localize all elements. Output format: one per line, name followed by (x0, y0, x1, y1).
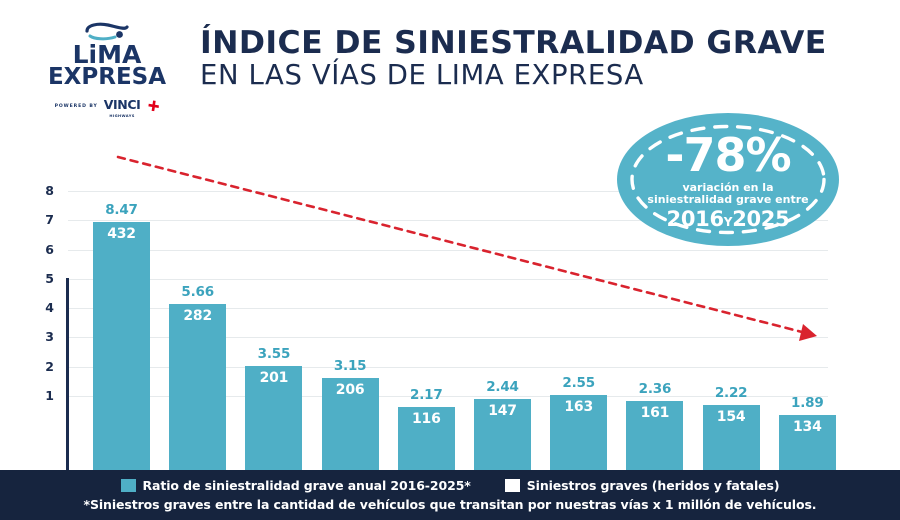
badge-year-to: 2025 (732, 207, 790, 232)
bar-count-label: 154 (716, 409, 746, 426)
title-sub: EN LAS VÍAS DE LIMA EXPRESA (200, 58, 644, 91)
badge-years: 2016Y2025 (667, 207, 790, 231)
bar[interactable] (397, 406, 455, 470)
bar-group[interactable]: 2.441472021 (474, 150, 531, 497)
bar[interactable] (474, 398, 531, 470)
header: LiMA EXPRESA POWERED BY VINCI HIGHWAYS Í… (0, 0, 900, 118)
badge-percent: -78% (665, 127, 791, 182)
bar[interactable] (169, 304, 227, 470)
bar[interactable] (778, 414, 836, 470)
bar-ratio-label: 1.89 (791, 394, 824, 411)
gridline (68, 366, 828, 368)
bar-count-label: 206 (335, 381, 365, 398)
legend-swatch-teal (120, 479, 136, 492)
footer: Ratio de siniestralidad grave anual 2016… (0, 470, 900, 520)
page-title: ÍNDICE DE SINIESTRALIDAD GRAVE EN LAS VÍ… (200, 27, 870, 90)
gridline (68, 395, 828, 397)
y-axis-tick-label: 8 (45, 183, 54, 198)
bar-ratio-label: 8.47 (105, 202, 138, 219)
vinci-wordmark: VINCI HIGHWAYS (104, 96, 141, 118)
title-main: ÍNDICE DE SINIESTRALIDAD GRAVE (200, 25, 827, 61)
bar-count-label: 116 (411, 410, 441, 427)
bar-ratio-label: 2.22 (714, 385, 748, 402)
legend: Ratio de siniestralidad grave anual 2016… (120, 478, 780, 493)
bar-group[interactable]: 2.551632022 (550, 150, 608, 497)
vinci-label: VINCI (103, 96, 141, 112)
bar-count-label: 161 (640, 404, 670, 421)
logo-brand-line2: EXPRESA (47, 63, 167, 90)
vinci-sub-label: HIGHWAYS (109, 113, 135, 118)
bar-ratio-label: 3.55 (257, 346, 291, 363)
y-axis-line (66, 278, 69, 520)
legend-item: Ratio de siniestralidad grave anual 2016… (120, 478, 471, 493)
y-axis-tick-label: 1 (45, 387, 54, 403)
bar-group[interactable]: 2.171162020 (397, 150, 455, 497)
variation-badge: -78% variación en la siniestralidad grav… (617, 113, 839, 246)
badge-year-from: 2016 (666, 207, 725, 232)
bar-group[interactable]: 5.662822017 (169, 150, 227, 497)
bar-count-label: 163 (564, 399, 593, 416)
lima-expresa-logo: LiMA EXPRESA POWERED BY VINCI HIGHWAYS (32, 22, 182, 118)
vinci-cross-icon (146, 100, 160, 113)
legend-label: Ratio de siniestralidad grave anual 2016… (142, 478, 471, 493)
y-axis-tick-label: 7 (45, 212, 54, 228)
bar-group[interactable]: 3.552012018 (245, 150, 303, 497)
y-axis-tick-label: 3 (45, 329, 54, 345)
y-axis-tick-label: 4 (45, 300, 54, 315)
bar-ratio-label: 2.55 (562, 375, 595, 392)
logo-brand-line1: LiMA (72, 40, 142, 69)
bar[interactable] (626, 400, 684, 470)
powered-by-label: POWERED BY (54, 104, 98, 110)
bar[interactable] (321, 377, 379, 470)
badge-dashed-border (630, 124, 826, 235)
lima-expresa-mark-icon (84, 22, 130, 42)
footnote: *Siniestros graves entre la cantidad de … (83, 497, 817, 512)
bar[interactable] (702, 405, 760, 470)
y-axis-tick-label: 6 (45, 241, 54, 257)
badge-content: -78% variación en la siniestralidad grav… (617, 113, 839, 246)
vinci-partner-block: POWERED BY VINCI HIGHWAYS (32, 96, 182, 118)
bar[interactable] (245, 366, 303, 470)
legend-swatch-white (504, 479, 520, 492)
bar-count-label: 147 (488, 402, 517, 419)
bar-count-label: 282 (183, 308, 212, 325)
y-axis-tick-label: 5 (45, 270, 54, 286)
legend-label: Siniestros graves (heridos y fatales) (526, 478, 780, 493)
legend-item: Siniestros graves (heridos y fatales) (504, 478, 780, 493)
badge-description: variación en la siniestralidad grave ent… (647, 180, 809, 206)
badge-background (617, 113, 839, 246)
bar[interactable] (550, 395, 608, 470)
bar-ratio-label: 2.17 (410, 386, 443, 403)
bar-group[interactable]: 8.474322016 (93, 150, 150, 497)
bar-ratio-label: 2.36 (638, 380, 672, 397)
y-axis-tick-label: 2 (45, 358, 54, 374)
bar-ratio-label: 5.66 (181, 284, 214, 301)
bar-count-label: 432 (107, 226, 136, 243)
gridline (68, 337, 828, 339)
bar-ratio-label: 2.44 (486, 378, 519, 395)
bar-count-label: 201 (259, 370, 289, 387)
bar[interactable] (93, 222, 150, 470)
bar-count-label: 134 (792, 418, 822, 435)
bar-ratio-label: 3.15 (333, 357, 367, 374)
badge-year-conj: Y (723, 215, 733, 230)
bar-group[interactable]: 3.152062019 (321, 150, 379, 497)
